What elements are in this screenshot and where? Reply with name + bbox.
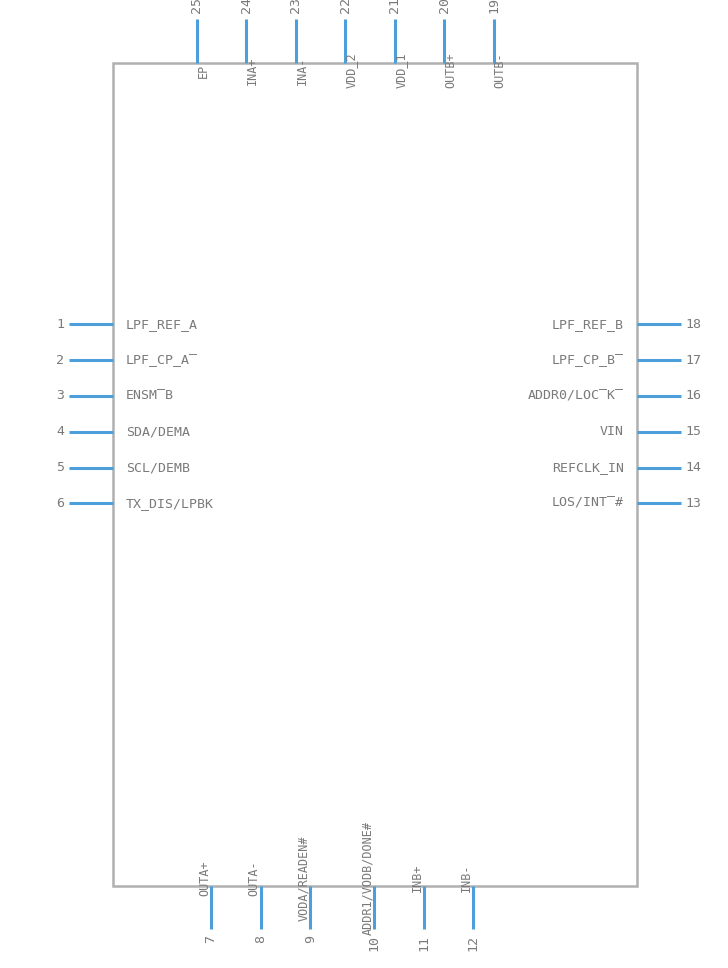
Text: 14: 14	[686, 461, 702, 474]
Text: 17: 17	[686, 353, 702, 367]
Text: 25: 25	[190, 0, 203, 14]
Text: 23: 23	[289, 0, 302, 14]
Text: 22: 22	[339, 0, 352, 14]
Text: ADDR1/VODB/DONE#: ADDR1/VODB/DONE#	[361, 821, 374, 935]
Text: 16: 16	[686, 389, 702, 403]
Text: ADDR0/LOC̅K̅: ADDR0/LOC̅K̅	[528, 389, 624, 403]
Text: REFCLK_IN: REFCLK_IN	[552, 461, 624, 474]
Text: LOS/INT̅#: LOS/INT̅#	[552, 497, 624, 510]
Text: 1: 1	[56, 318, 64, 331]
Text: EP: EP	[197, 64, 210, 77]
Text: 18: 18	[686, 318, 702, 331]
Text: 10: 10	[368, 935, 381, 952]
Text: 2: 2	[56, 353, 64, 367]
Text: OUTB+: OUTB+	[444, 53, 457, 88]
Text: 6: 6	[56, 497, 64, 510]
Text: LPF_CP_A̅: LPF_CP_A̅	[126, 353, 198, 367]
Text: 20: 20	[438, 0, 451, 14]
Text: OUTA-: OUTA-	[248, 861, 261, 895]
Text: 24: 24	[240, 0, 253, 14]
Text: 12: 12	[467, 935, 480, 952]
Text: OUTB-: OUTB-	[494, 53, 507, 88]
Text: VIN: VIN	[600, 425, 624, 439]
Bar	[113, 63, 637, 886]
Text: INA-: INA-	[296, 56, 309, 85]
Text: 19: 19	[487, 0, 500, 14]
Text: 3: 3	[56, 389, 64, 403]
Text: TX_DIS/LPBK: TX_DIS/LPBK	[126, 497, 214, 510]
Text: INB+: INB+	[411, 863, 424, 892]
Text: INA+: INA+	[246, 56, 259, 85]
Text: LPF_REF_A: LPF_REF_A	[126, 318, 198, 331]
Text: 8: 8	[254, 935, 267, 943]
Text: OUTA+: OUTA+	[198, 861, 211, 895]
Text: ENSM̅B: ENSM̅B	[126, 389, 174, 403]
Text: LPF_CP_B̅: LPF_CP_B̅	[552, 353, 624, 367]
Text: SCL/DEMB: SCL/DEMB	[126, 461, 190, 474]
Text: 15: 15	[686, 425, 702, 439]
Text: SDA/DEMA: SDA/DEMA	[126, 425, 190, 439]
Text: 5: 5	[56, 461, 64, 474]
Text: VODA/READEN#: VODA/READEN#	[297, 835, 310, 921]
Text: VDD_2: VDD_2	[345, 53, 358, 88]
Text: LPF_REF_B: LPF_REF_B	[552, 318, 624, 331]
Text: 21: 21	[388, 0, 401, 14]
Text: 9: 9	[304, 935, 317, 943]
Text: 4: 4	[56, 425, 64, 439]
Text: VDD_1: VDD_1	[395, 53, 408, 88]
Text: INB-: INB-	[460, 863, 473, 892]
Text: 7: 7	[205, 935, 218, 943]
Text: 11: 11	[417, 935, 430, 952]
Text: 13: 13	[686, 497, 702, 510]
